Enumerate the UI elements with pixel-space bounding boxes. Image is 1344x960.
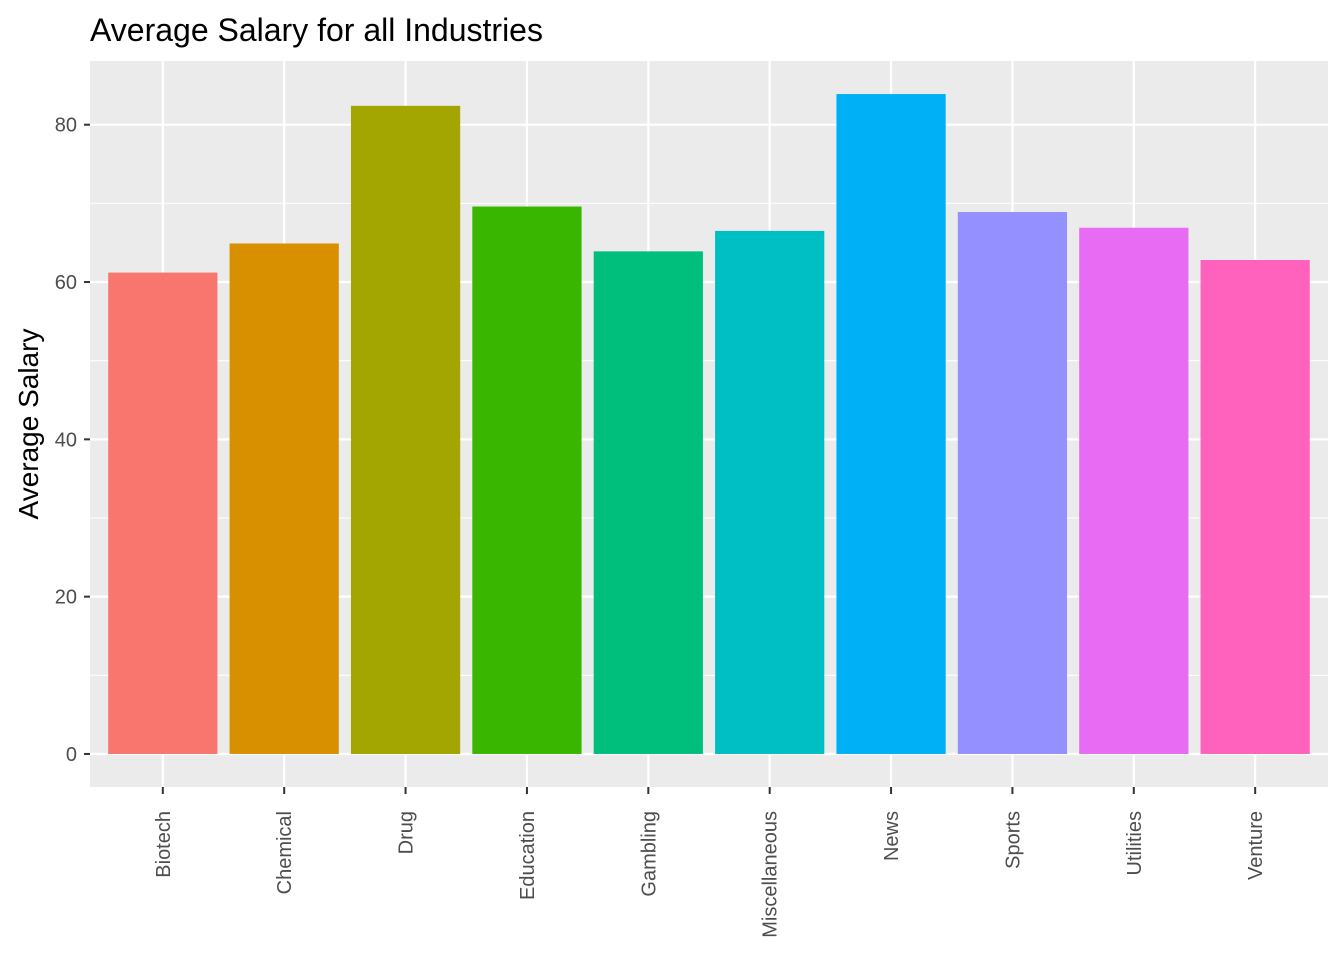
x-tick-label: Sports	[1002, 811, 1024, 869]
x-tick-label: Chemical	[274, 811, 296, 894]
bar-sports	[957, 212, 1068, 754]
bars	[108, 94, 1310, 754]
bar-gambling	[593, 251, 703, 754]
bar-miscellaneous	[715, 230, 825, 754]
x-tick-label: Education	[517, 811, 539, 900]
y-tick-label: 0	[66, 744, 77, 766]
bar-chemical	[229, 243, 339, 754]
y-tick-label: 40	[55, 429, 77, 451]
x-tick-label: Miscellaneous	[760, 811, 782, 938]
y-tick-label: 20	[55, 587, 77, 609]
y-axis-title: Average Salary	[13, 329, 44, 520]
x-tick-label: News	[881, 811, 903, 861]
x-tick-label: Drug	[396, 811, 418, 854]
bar-biotech	[108, 272, 218, 754]
x-tick-label: Utilities	[1124, 811, 1146, 875]
x-axis: Biotech Chemical Drug Education Gambling Misc…	[153, 787, 1267, 938]
x-tick-label: Biotech	[153, 811, 175, 878]
y-tick-label: 80	[55, 115, 77, 137]
y-tick-label: 60	[55, 272, 77, 294]
bar-education	[472, 206, 582, 754]
y-axis: 0 20 40 60 80	[55, 115, 90, 766]
bar-utilities	[1079, 227, 1189, 754]
bar-drug	[350, 105, 461, 754]
bar-news	[836, 94, 946, 754]
bar-venture	[1200, 260, 1310, 754]
x-tick-label: Gambling	[638, 811, 660, 897]
chart-title: Average Salary for all Industries	[90, 12, 543, 48]
x-tick-label: Venture	[1245, 811, 1267, 880]
